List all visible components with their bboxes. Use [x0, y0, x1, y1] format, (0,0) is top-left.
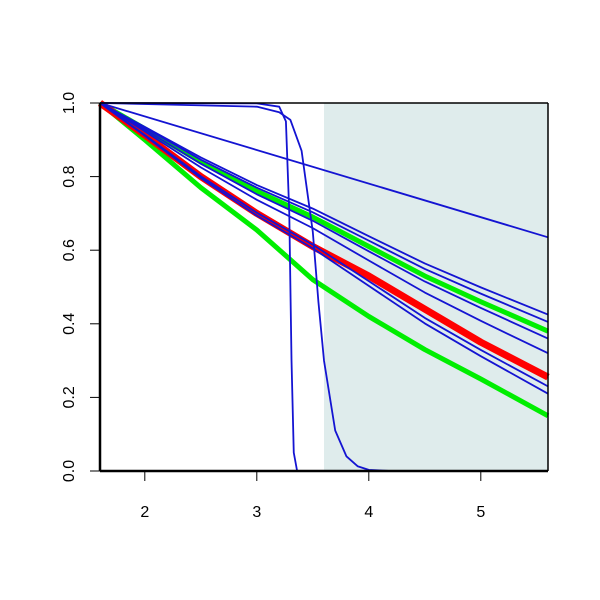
x-tick-label: 2 [140, 504, 149, 521]
line-series [98, 101, 550, 418]
line-series [98, 100, 550, 334]
x-tick-label: 5 [476, 504, 485, 521]
y-tick-label: 0.8 [61, 165, 78, 187]
line-series [99, 102, 549, 340]
y-tick-label: 0.0 [61, 460, 78, 482]
y-tick-label: 0.2 [61, 386, 78, 408]
line-series [99, 102, 549, 239]
y-tick-label: 0.6 [61, 239, 78, 261]
line-series [99, 102, 548, 472]
line-series [99, 102, 548, 472]
line-series [99, 102, 549, 323]
x-tick-label: 3 [252, 504, 261, 521]
line-series [99, 102, 549, 395]
y-tick-label: 1.0 [61, 92, 78, 114]
line-series [99, 102, 549, 316]
y-tick-label: 0.4 [61, 313, 78, 335]
x-tick-label: 4 [364, 504, 373, 521]
